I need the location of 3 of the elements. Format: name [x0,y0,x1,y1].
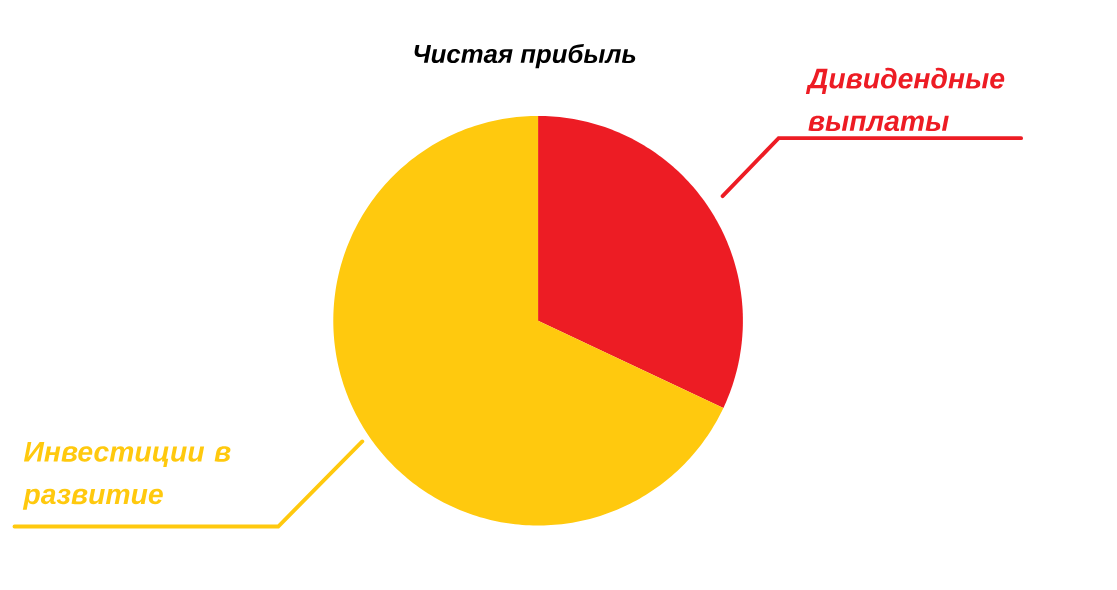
slice-label: Инвестиции в развитие [22,441,231,510]
chart-title: Чистая прибыль [414,43,636,69]
slice-label: Дивидендные выплаты [805,67,1005,131]
